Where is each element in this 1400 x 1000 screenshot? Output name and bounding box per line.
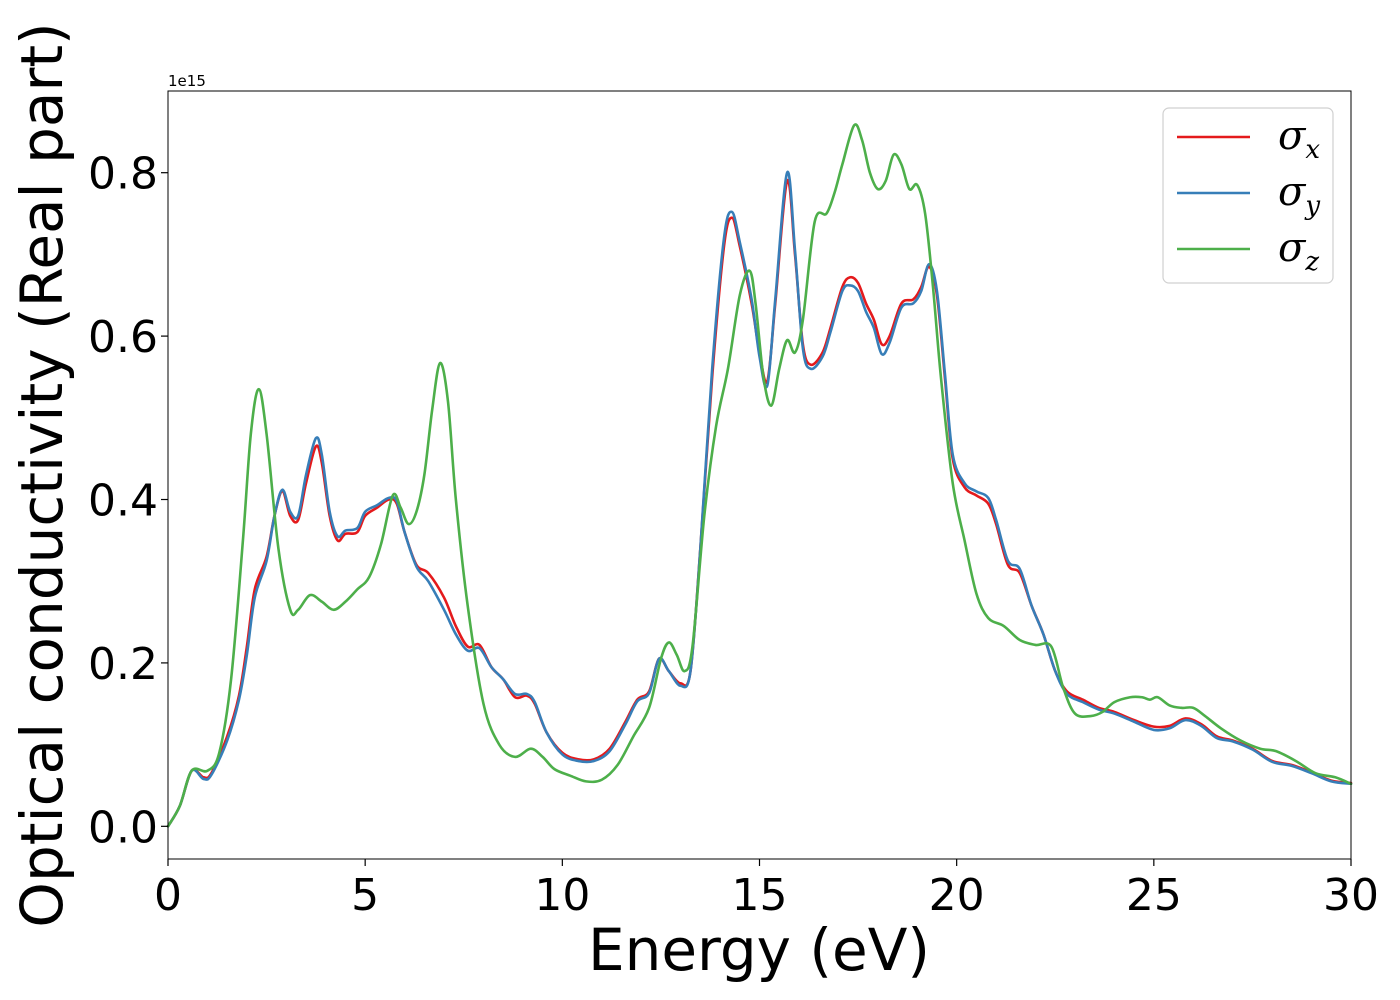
x-axis-title: Energy (eV) [588,916,930,984]
x-tick-label: 0 [154,870,182,921]
y-tick-label: 0.6 [88,312,158,363]
y-tick-label: 0.2 [88,639,158,690]
x-tick-label: 20 [929,870,985,921]
series-layer [166,123,1353,828]
legend-label-z: σz [1278,225,1319,277]
x-tick-label: 15 [732,870,788,921]
y-tick-label: 0.8 [88,149,158,200]
x-tick-label: 30 [1323,870,1379,921]
y-offset-text: 1e15 [168,72,206,90]
y-tick-label: 0.4 [88,476,158,527]
legend-frame [1162,107,1334,284]
legend-label-x: σx [1278,113,1320,165]
series-line-z [166,123,1353,828]
y-tick-label: 0.0 [88,802,158,853]
y-axis-title: Optical conductivity (Real part) [8,22,76,927]
series-line-y [166,170,1353,828]
x-tick-label: 10 [534,870,590,921]
legend-label-y: σy [1278,169,1320,221]
x-tick-label: 25 [1126,870,1182,921]
x-axis: 0 5 10 15 20 25 30 [154,859,1379,921]
x-tick-label: 5 [351,870,379,921]
y-axis: 0.0 0.2 0.4 0.6 0.8 [88,149,168,853]
